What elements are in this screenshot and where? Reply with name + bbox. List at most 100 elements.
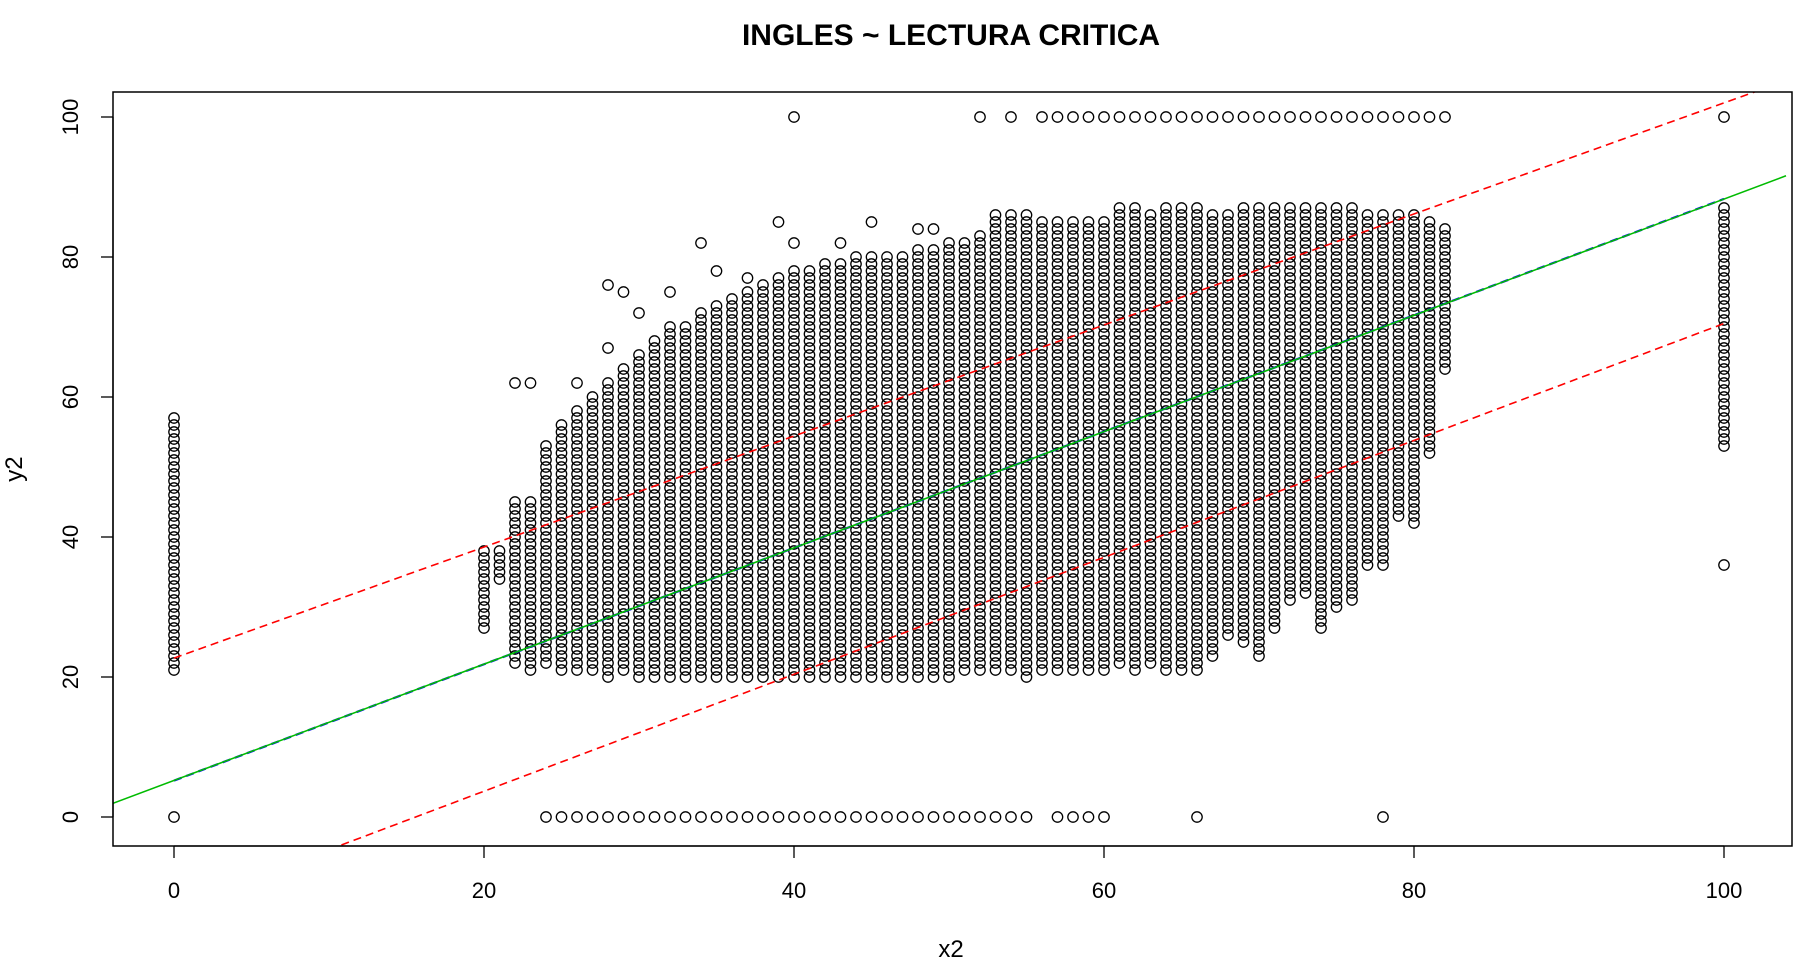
data-point: [710, 377, 723, 389]
data-point: [943, 594, 955, 606]
data-point: [726, 468, 738, 480]
data-point: [803, 552, 816, 564]
data-point: [1082, 272, 1095, 284]
data-point: [912, 601, 924, 613]
data-point: [850, 573, 862, 585]
data-point: [679, 405, 692, 417]
data-point: [943, 307, 955, 319]
data-point: [1098, 594, 1110, 606]
data-point: [726, 426, 738, 438]
data-point: [819, 559, 831, 571]
data-point: [726, 524, 738, 536]
data-point: [710, 419, 723, 431]
data-point: [1036, 657, 1048, 669]
data-point: [1268, 202, 1281, 214]
data-point: [1299, 202, 1312, 214]
data-point: [865, 461, 878, 473]
data-point: [1098, 475, 1110, 487]
data-point: [617, 475, 630, 487]
data-point: [896, 398, 909, 410]
data-point: [1036, 538, 1048, 550]
data-point: [1377, 811, 1389, 823]
data-point: [927, 580, 940, 592]
data-point: [803, 307, 816, 319]
data-point: [912, 349, 924, 361]
data-point: [1067, 391, 1079, 403]
data-point: [989, 622, 1002, 634]
data-point: [788, 517, 800, 529]
data-point: [602, 594, 614, 606]
data-point: [1067, 594, 1079, 606]
data-point: [695, 475, 707, 487]
data-point: [1082, 657, 1095, 669]
data-point: [1098, 426, 1110, 438]
data-point: [788, 454, 800, 466]
data-point: [710, 307, 723, 319]
data-point: [741, 419, 754, 431]
data-point: [803, 496, 816, 508]
data-point: [1067, 510, 1079, 522]
data-point: [803, 370, 816, 382]
data-point: [1113, 111, 1126, 123]
data-point: [741, 650, 754, 662]
data-point: [695, 314, 707, 326]
data-point: [974, 503, 986, 515]
data-point: [540, 468, 552, 480]
data-point: [1051, 433, 1064, 445]
data-point: [664, 657, 676, 669]
data-point: [1005, 580, 1017, 592]
data-point: [1082, 545, 1095, 557]
data-point: [1051, 657, 1064, 669]
data-point: [1284, 111, 1296, 123]
data-point: [741, 608, 754, 620]
data-point: [664, 405, 676, 417]
data-point: [1067, 489, 1079, 501]
data-point: [927, 251, 940, 263]
data-point: [819, 447, 831, 459]
data-point: [602, 664, 614, 676]
data-point: [710, 552, 723, 564]
data-point: [834, 335, 847, 347]
data-point: [1082, 342, 1095, 354]
data-point: [1113, 636, 1126, 648]
data-point: [1082, 573, 1095, 585]
data-point: [834, 559, 847, 571]
data-point: [664, 433, 676, 445]
data-point: [617, 391, 630, 403]
data-point: [1067, 559, 1079, 571]
data-point: [881, 496, 893, 508]
data-point: [1330, 202, 1343, 214]
data-point: [927, 552, 940, 564]
data-point: [1036, 244, 1048, 256]
data-point: [896, 461, 909, 473]
data-point: [168, 461, 180, 473]
data-point: [989, 496, 1002, 508]
data-point: [1067, 314, 1079, 326]
data-point: [974, 370, 986, 382]
data-point: [788, 272, 800, 284]
data-point: [633, 538, 645, 550]
data-point: [772, 426, 785, 438]
data-point: [710, 601, 723, 613]
data-point: [1098, 566, 1110, 578]
data-point: [664, 461, 676, 473]
data-point: [803, 573, 816, 585]
data-point: [834, 307, 847, 319]
data-point: [850, 587, 862, 599]
data-point: [927, 398, 940, 410]
data-point: [772, 279, 785, 291]
data-point: [865, 349, 878, 361]
data-point: [1051, 594, 1064, 606]
data-point: [788, 412, 800, 424]
data-point: [540, 538, 552, 550]
data-point: [958, 286, 971, 298]
data-point: [679, 328, 692, 340]
data-point: [695, 454, 707, 466]
data-point: [741, 426, 754, 438]
data-point: [695, 398, 707, 410]
data-point: [1036, 433, 1048, 445]
data-point: [695, 552, 707, 564]
data-point: [1020, 559, 1033, 571]
data-point: [819, 811, 831, 823]
data-point: [943, 580, 955, 592]
